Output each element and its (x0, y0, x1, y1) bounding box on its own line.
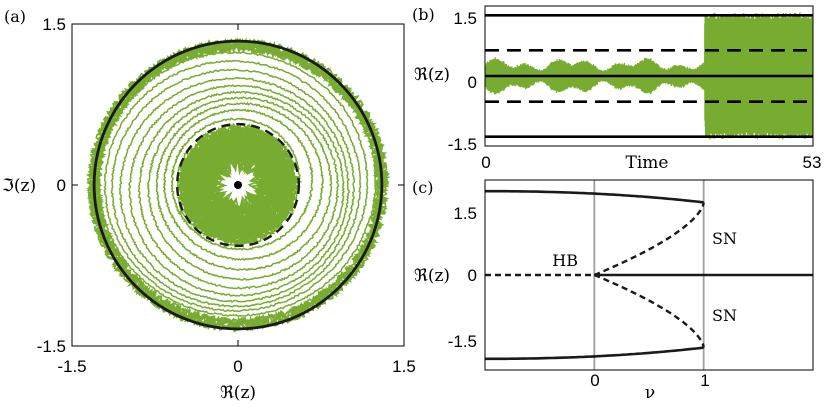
panel-b-ytick-max: 1.5 (453, 9, 477, 28)
annotation-sn-lower: SN (712, 306, 737, 325)
panel-c-label: (c) (412, 178, 433, 197)
panel-b-ytick-zero: 0 (468, 73, 477, 92)
panel-b: (b) 1.5 0 -1.5 0 53 Time ℜ(z) (412, 5, 821, 173)
panel-b-label: (b) (412, 5, 435, 24)
panel-c-unstable-upper (593, 202, 705, 277)
panel-c-ylabel: ℜ(z) (414, 266, 450, 286)
panel-a-ylabel: ℑ(z) (2, 176, 36, 196)
panel-c-xtick-one: 1 (700, 371, 709, 390)
panel-c-unstable-lower (593, 273, 705, 348)
panel-a-xlabel: ℜ(z) (220, 383, 256, 403)
panel-c-xlabel: ν (645, 383, 655, 403)
panel-a-inner-transient (175, 122, 303, 247)
panel-c-branches (485, 189, 813, 361)
panel-a-ytick-max: 1.5 (42, 15, 66, 34)
panel-a-outer-orbit (92, 39, 384, 331)
panel-c-ytick-zero: 0 (468, 266, 477, 285)
panel-a-ytick-min: -1.5 (37, 337, 66, 356)
panel-a-xtick-zero: 0 (233, 357, 242, 376)
panel-b-xtick-min: 0 (481, 153, 490, 172)
panel-a: (a) -1.5 0 1.5 1.5 0 -1.5 ℜ(z) ℑ(z) (2, 7, 416, 403)
panel-c: (c) 1.5 0 -1.5 0 1 ν ℜ(z) HB SN SN (412, 178, 814, 403)
panel-a-ticks (72, 24, 404, 346)
panel-a-xtick-min: -1.5 (57, 357, 86, 376)
panel-b-ytick-min: -1.5 (448, 135, 477, 154)
panel-b-timeseries (485, 12, 813, 140)
panel-a-xtick-max: 1.5 (392, 357, 416, 376)
panel-c-frame (484, 179, 814, 371)
panel-a-spiral (97, 43, 377, 318)
panel-b-ylabel: ℜ(z) (414, 65, 450, 85)
panel-c-stable-upper (485, 189, 704, 204)
panel-c-stable-lower (485, 346, 704, 361)
panel-b-frame (484, 5, 814, 147)
panel-a-label: (a) (4, 7, 26, 26)
panel-b-xtick-max: 53 (803, 153, 822, 172)
panel-c-ytick-min: -1.5 (448, 332, 477, 351)
annotation-hb: HB (552, 251, 578, 270)
annotation-sn-upper: SN (712, 229, 737, 248)
panel-b-trace (485, 12, 813, 140)
panel-c-ytick-max: 1.5 (453, 204, 477, 223)
panel-a-fixed-point (234, 181, 242, 189)
panel-c-xtick-zero: 0 (590, 371, 599, 390)
panel-b-xlabel: Time (626, 153, 669, 173)
panel-a-ytick-zero: 0 (57, 176, 66, 195)
panel-a-inner-orbit (175, 122, 301, 248)
panel-b-reference-lines (485, 14, 813, 138)
